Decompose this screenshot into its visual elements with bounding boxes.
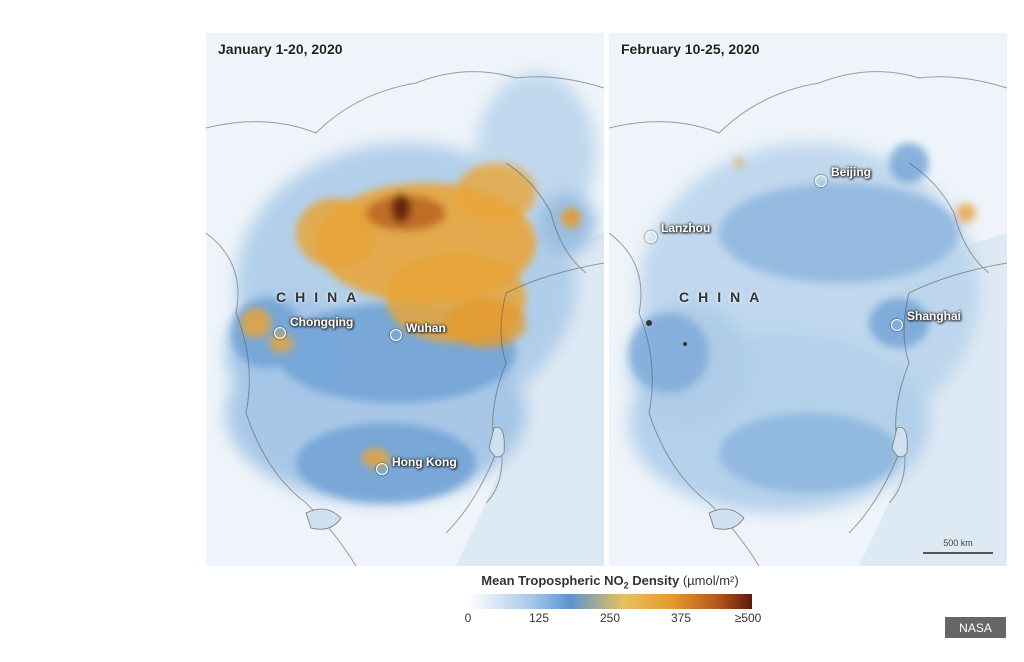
panel-title-january: January 1-20, 2020 [218,41,343,57]
panel-title-february: February 10-25, 2020 [621,41,760,57]
city-marker-icon [274,327,286,339]
city-marker-icon [376,463,388,475]
city-beijing: Beijing [815,157,871,187]
credit-badge: NASA [945,617,1006,638]
city-name: Hong Kong [392,455,457,469]
city-name: Chongqing [290,315,354,329]
legend-tick: 0 [464,610,472,625]
country-label-china: CHINA [679,289,769,305]
color-legend: Mean Tropospheric NO2 Density (µmol/m²) … [460,573,762,627]
map-panel-february: February 10-25, 2020 CHINA Beijing Lanzh… [609,33,1007,566]
city-marker-icon [815,175,827,187]
city-shanghai: Shanghai [891,301,961,331]
legend-tick: 375 [670,610,692,625]
scale-bar-label: 500 km [943,538,973,548]
city-chongqing: Chongqing [274,315,353,339]
city-hong-kong: Hong Kong [376,449,457,475]
city-wuhan: Wuhan [390,315,446,341]
city-name: Shanghai [907,309,962,323]
scale-bar: 500 km [923,538,993,554]
legend-ticks: 0 125 250 375 ≥500 [460,610,762,627]
legend-title: Mean Tropospheric NO2 Density (µmol/m²) [481,573,739,591]
legend-tick: ≥500 [734,610,762,625]
legend-tick: 125 [528,610,550,625]
city-lanzhou: Lanzhou [645,213,710,243]
city-name: Wuhan [406,321,446,335]
scale-bar-line [923,549,993,554]
city-marker-icon [645,231,657,243]
legend-gradient-bar [468,593,752,609]
map-panel-january: January 1-20, 2020 CHINA Chongqing Wuhan… [206,33,604,566]
city-marker-icon [891,319,903,331]
city-name: Lanzhou [661,221,711,235]
no2-map-january [206,33,604,566]
no2-map-february [609,33,1007,566]
legend-tick: 250 [599,610,621,625]
city-name: Beijing [831,165,872,179]
country-label-china: CHINA [276,289,366,305]
city-marker-icon [390,329,402,341]
